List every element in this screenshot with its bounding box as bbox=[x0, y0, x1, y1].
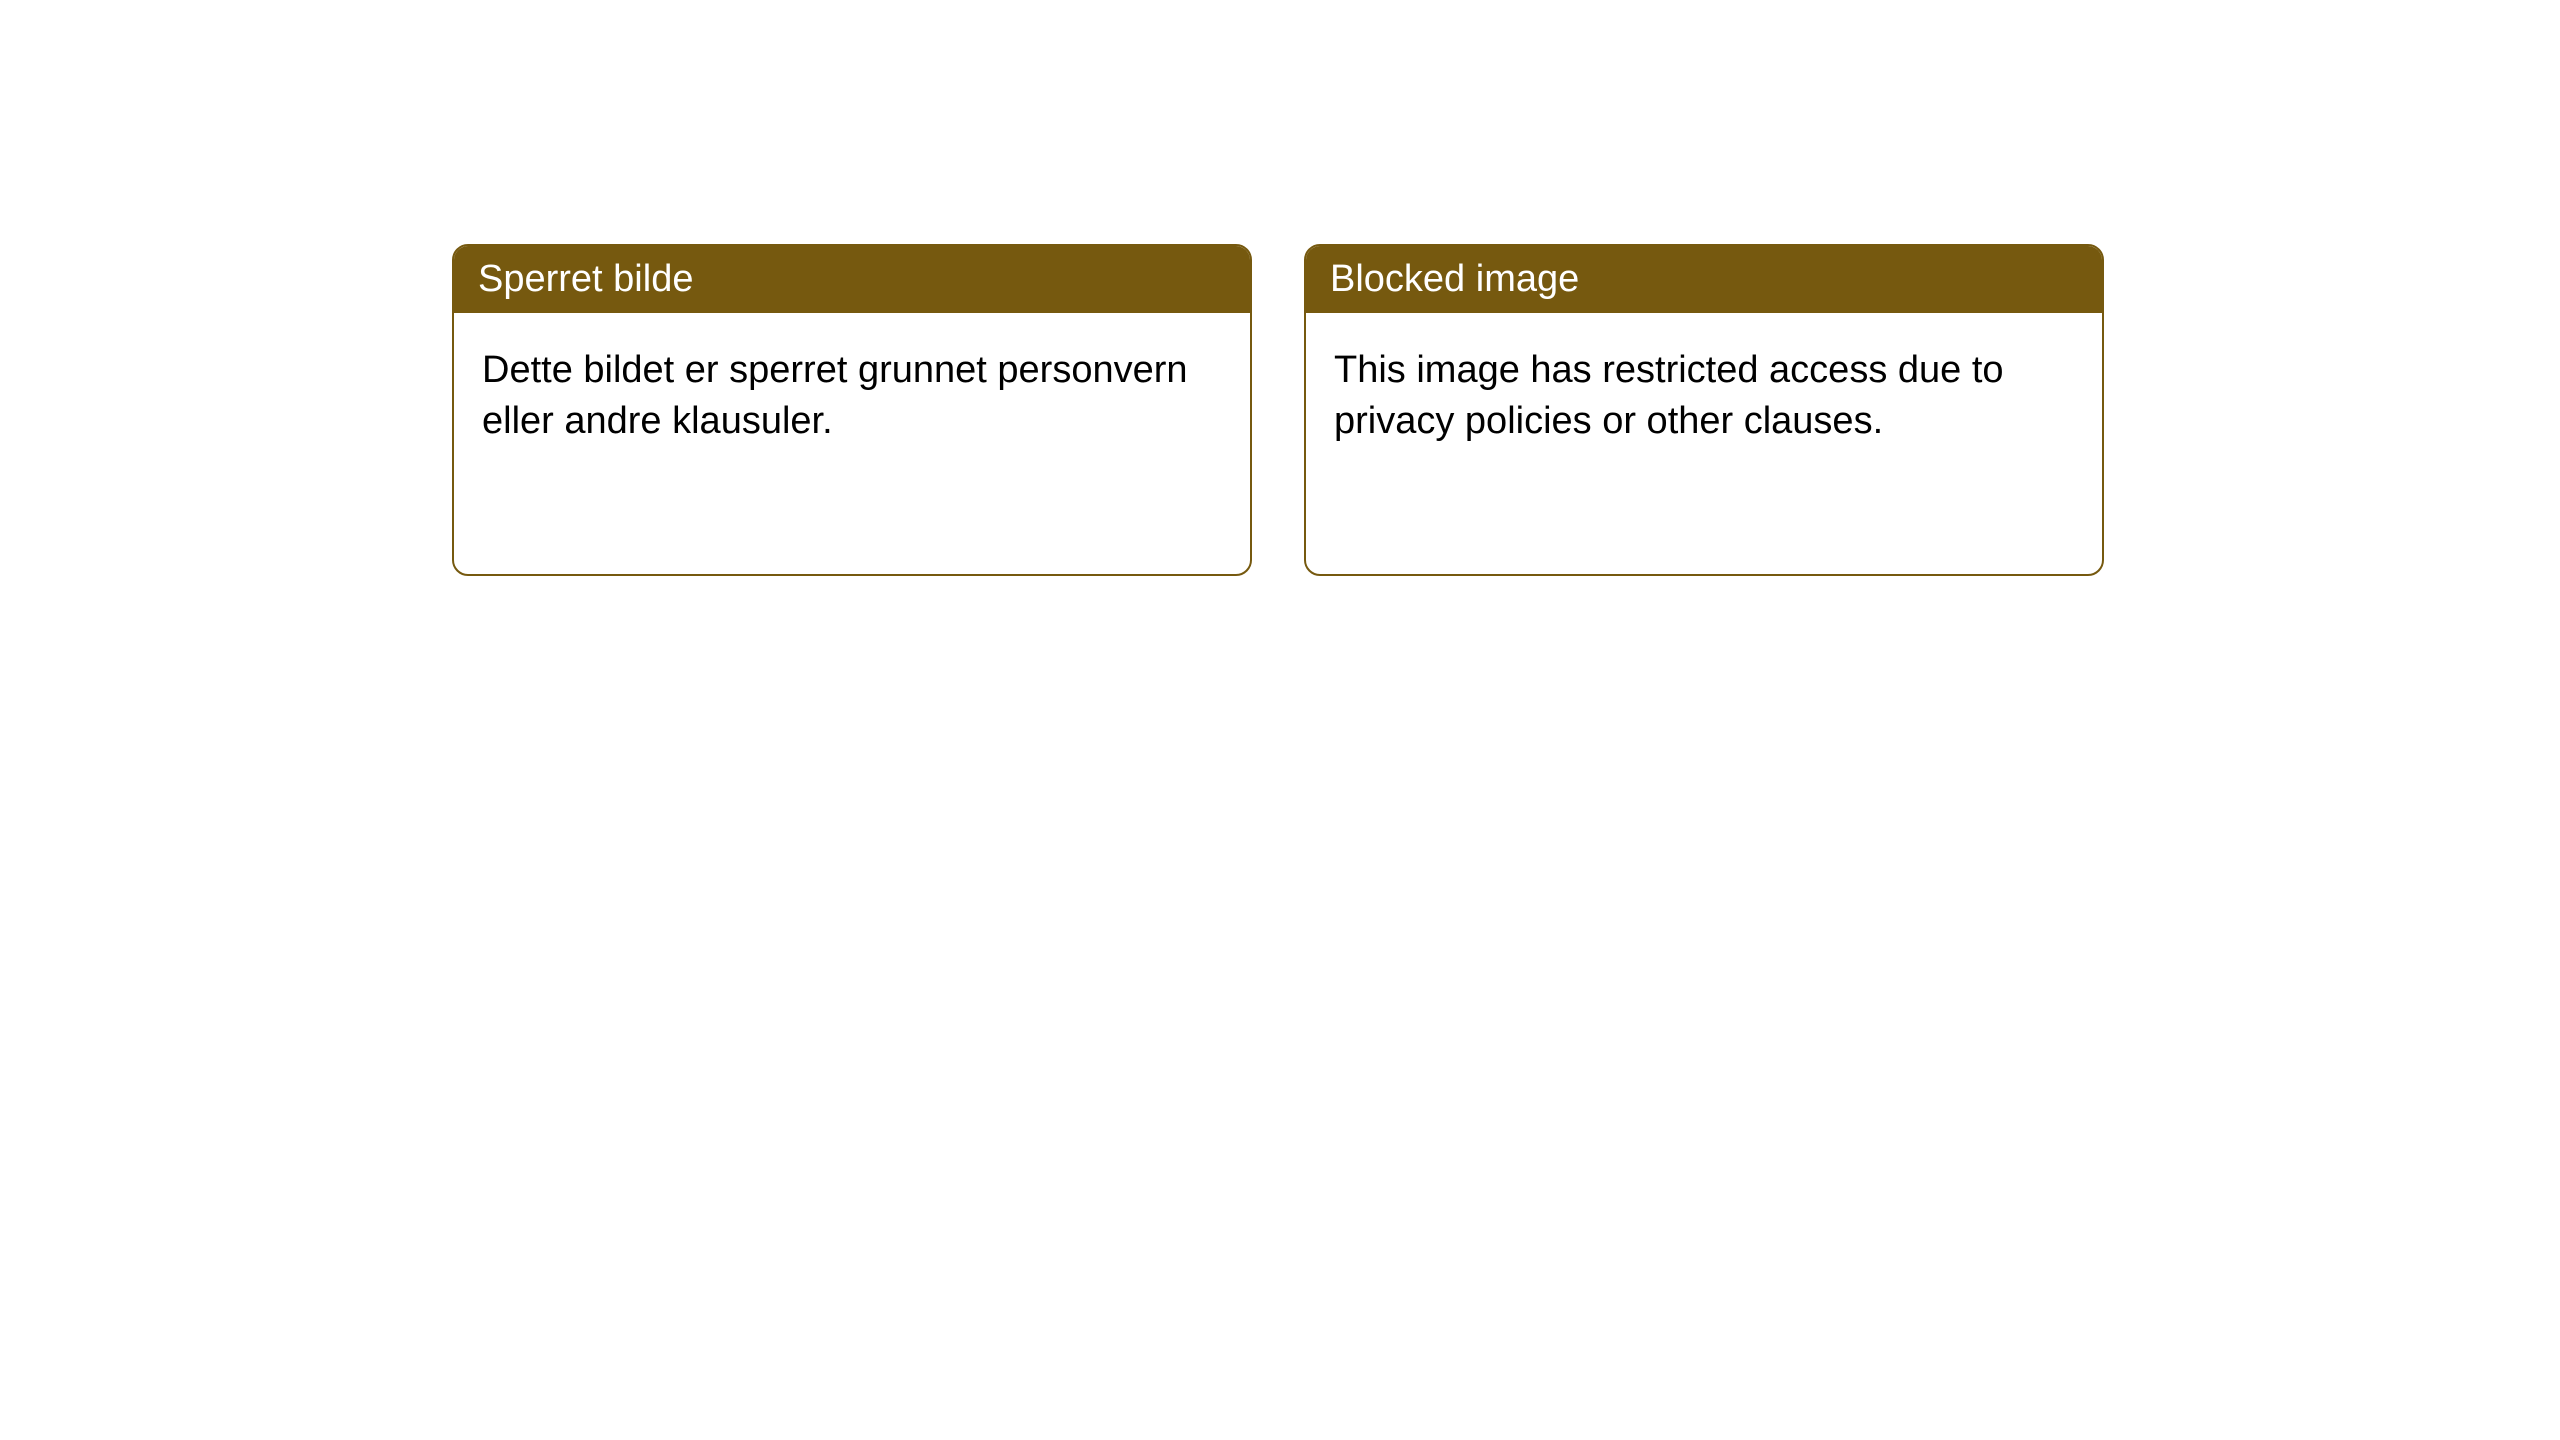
notice-body-norwegian: Dette bildet er sperret grunnet personve… bbox=[454, 313, 1250, 480]
notice-header-english: Blocked image bbox=[1306, 246, 2102, 313]
notice-header-norwegian: Sperret bilde bbox=[454, 246, 1250, 313]
notice-card-english: Blocked image This image has restricted … bbox=[1304, 244, 2104, 576]
notice-message-english: This image has restricted access due to … bbox=[1334, 349, 2004, 442]
notice-cards-container: Sperret bilde Dette bildet er sperret gr… bbox=[452, 244, 2560, 576]
notice-title-norwegian: Sperret bilde bbox=[478, 258, 693, 300]
notice-body-english: This image has restricted access due to … bbox=[1306, 313, 2102, 480]
notice-title-english: Blocked image bbox=[1330, 258, 1579, 300]
notice-message-norwegian: Dette bildet er sperret grunnet personve… bbox=[482, 349, 1188, 442]
notice-card-norwegian: Sperret bilde Dette bildet er sperret gr… bbox=[452, 244, 1252, 576]
